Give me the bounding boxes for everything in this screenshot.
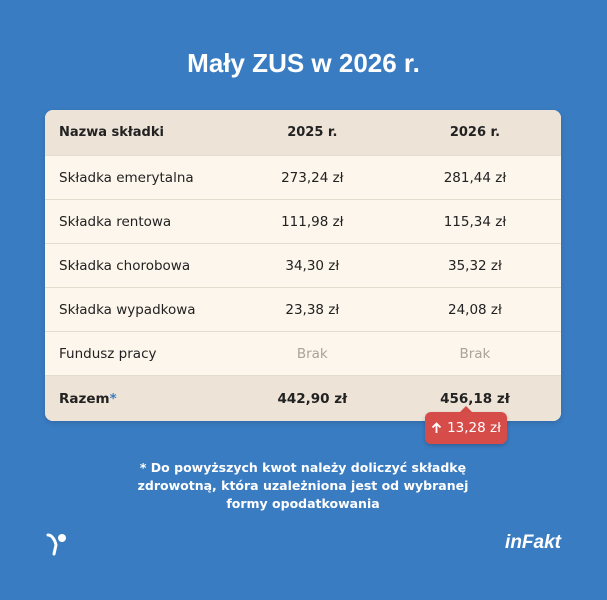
table-cell: 24,08 zł [447, 301, 502, 318]
table-cell: 115,34 zł [443, 213, 507, 230]
table-row: Składka rentowa 111,98 zł 115,34 zł [45, 199, 561, 243]
table-cell: Składka chorobowa [59, 257, 191, 274]
header-cell: Nazwa składki [59, 125, 164, 140]
badge-notch [459, 406, 473, 413]
logo: inFakt [505, 532, 561, 553]
table-cell: Brak [296, 345, 328, 362]
header-cell: 2026 r. [449, 125, 501, 140]
footnote: * Do powyższych kwot należy doliczyć skł… [137, 460, 469, 511]
table-cell: Składka emerytalna [59, 169, 194, 186]
total-label-cell: Razem* [45, 391, 256, 407]
table-row: Składka emerytalna 273,24 zł 281,44 zł [45, 155, 561, 199]
table-cell: Składka wypadkowa [59, 301, 196, 318]
header-row: Nazwa składki 2025 r. 2026 r. [45, 110, 561, 155]
table-row: Składka wypadkowa 23,38 zł 24,08 zł [45, 287, 561, 331]
table-cell: 281,44 zł [443, 169, 507, 186]
table: Nazwa składki 2025 r. 2026 r. Składka emery… [45, 110, 561, 421]
header-cell: 2025 r. [287, 125, 338, 140]
title: Mały ZUS w 2026 r. [187, 48, 420, 78]
total-value: 456,18 zł [440, 390, 510, 407]
up-arrow [431, 422, 442, 433]
total-value: 442,90 zł [277, 390, 348, 407]
table-cell: Fundusz pracy [59, 345, 157, 362]
table-cell: 273,24 zł [281, 169, 344, 186]
table-cell: 35,32 zł [447, 257, 502, 274]
table-cell: Brak [459, 345, 491, 362]
table-cell: 111,98 zł [281, 213, 344, 230]
total-row: Razem* 442,90 zł 456,18 zł [45, 375, 561, 421]
logo-icon [46, 533, 66, 556]
table-cell: 34,30 zł [285, 257, 340, 274]
footnote-marker: * [109, 390, 117, 407]
table-row: Fundusz pracy Brak Brak [45, 331, 561, 375]
table-row: Składka chorobowa 34,30 zł 35,32 zł [45, 243, 561, 287]
badge-text: 13,28 zł [447, 420, 501, 436]
difference-badge: 13,28 zł [425, 412, 507, 444]
total-label: Razem [59, 390, 110, 407]
table-cell: 23,38 zł [285, 301, 340, 318]
table-cell: Składka rentowa [59, 213, 172, 230]
